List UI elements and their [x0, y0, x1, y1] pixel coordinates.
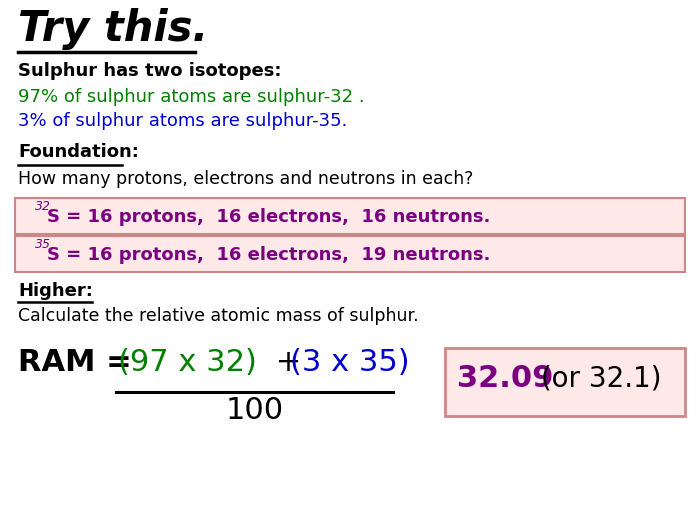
Text: How many protons, electrons and neutrons in each?: How many protons, electrons and neutrons…	[18, 170, 473, 188]
Text: S = 16 protons,  16 electrons,  16 neutrons.: S = 16 protons, 16 electrons, 16 neutron…	[47, 208, 491, 226]
FancyBboxPatch shape	[15, 236, 685, 272]
FancyBboxPatch shape	[445, 348, 685, 416]
Text: Calculate the relative atomic mass of sulphur.: Calculate the relative atomic mass of su…	[18, 307, 419, 325]
Text: 3% of sulphur atoms are sulphur-35.: 3% of sulphur atoms are sulphur-35.	[18, 112, 347, 130]
Text: 32: 32	[35, 200, 51, 213]
Text: 35: 35	[35, 238, 51, 251]
Text: 97% of sulphur atoms are sulphur-32 .: 97% of sulphur atoms are sulphur-32 .	[18, 88, 365, 106]
Text: Try this.: Try this.	[18, 8, 209, 50]
Text: (97 x 32): (97 x 32)	[118, 348, 257, 377]
Text: 32.09: 32.09	[457, 364, 554, 393]
Text: RAM =: RAM =	[18, 348, 142, 377]
Text: 100: 100	[225, 396, 284, 425]
Text: S = 16 protons,  16 electrons,  19 neutrons.: S = 16 protons, 16 electrons, 19 neutron…	[47, 246, 491, 264]
Text: Sulphur has two isotopes:: Sulphur has two isotopes:	[18, 62, 281, 80]
Text: (3 x 35): (3 x 35)	[290, 348, 410, 377]
FancyBboxPatch shape	[15, 198, 685, 234]
Text: Foundation:: Foundation:	[18, 143, 139, 161]
Text: +: +	[266, 348, 311, 377]
Text: (or 32.1): (or 32.1)	[532, 364, 662, 392]
Text: Higher:: Higher:	[18, 282, 93, 300]
